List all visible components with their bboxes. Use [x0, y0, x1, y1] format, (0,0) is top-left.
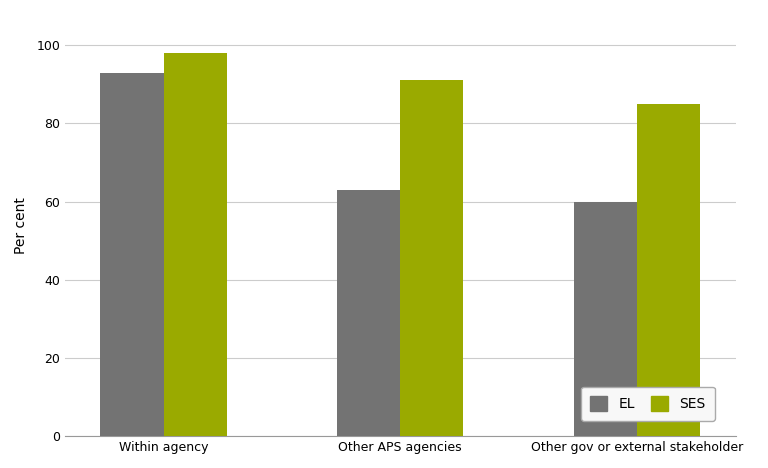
- Bar: [101, 73, 164, 436]
- Bar: [400, 80, 463, 436]
- Bar: [637, 104, 700, 436]
- Y-axis label: Per cent: Per cent: [14, 197, 28, 254]
- Bar: [574, 202, 637, 436]
- Bar: [164, 53, 227, 436]
- Bar: [337, 190, 400, 436]
- Legend: EL, SES: EL, SES: [581, 387, 715, 421]
